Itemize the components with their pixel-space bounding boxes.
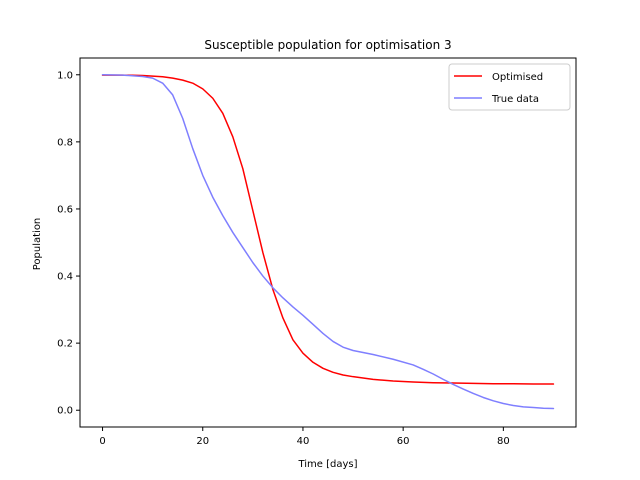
- x-axis-label: Time [days]: [297, 459, 357, 470]
- x-tick-label: 0: [99, 436, 105, 447]
- legend: Optimised True data: [448, 63, 571, 111]
- y-axis-label: Population: [32, 218, 43, 271]
- x-axis: 0 20 40 60 80: [99, 427, 510, 447]
- series-line-true-data: [101, 74, 555, 410]
- series-line-optimised: [101, 74, 555, 385]
- legend-label: True data: [491, 94, 539, 105]
- y-tick-label: 0.2: [57, 339, 73, 350]
- y-tick-label: 0.6: [57, 204, 73, 215]
- legend-label: Optimised: [492, 72, 543, 83]
- y-axis: 0.0 0.2 0.4 0.6 0.8 1.0: [57, 70, 80, 417]
- y-tick-label: 0.8: [57, 137, 73, 148]
- x-tick-label: 20: [196, 436, 209, 447]
- plot-frame: [79, 57, 577, 428]
- y-tick-label: 0.4: [57, 272, 73, 283]
- series-layer: [101, 74, 555, 410]
- chart-title: Susceptible population for optimisation …: [204, 38, 451, 52]
- y-tick-label: 1.0: [57, 70, 73, 81]
- x-tick-label: 60: [397, 436, 410, 447]
- x-tick-label: 80: [497, 436, 510, 447]
- x-tick-label: 40: [297, 436, 310, 447]
- y-tick-label: 0.0: [57, 406, 73, 417]
